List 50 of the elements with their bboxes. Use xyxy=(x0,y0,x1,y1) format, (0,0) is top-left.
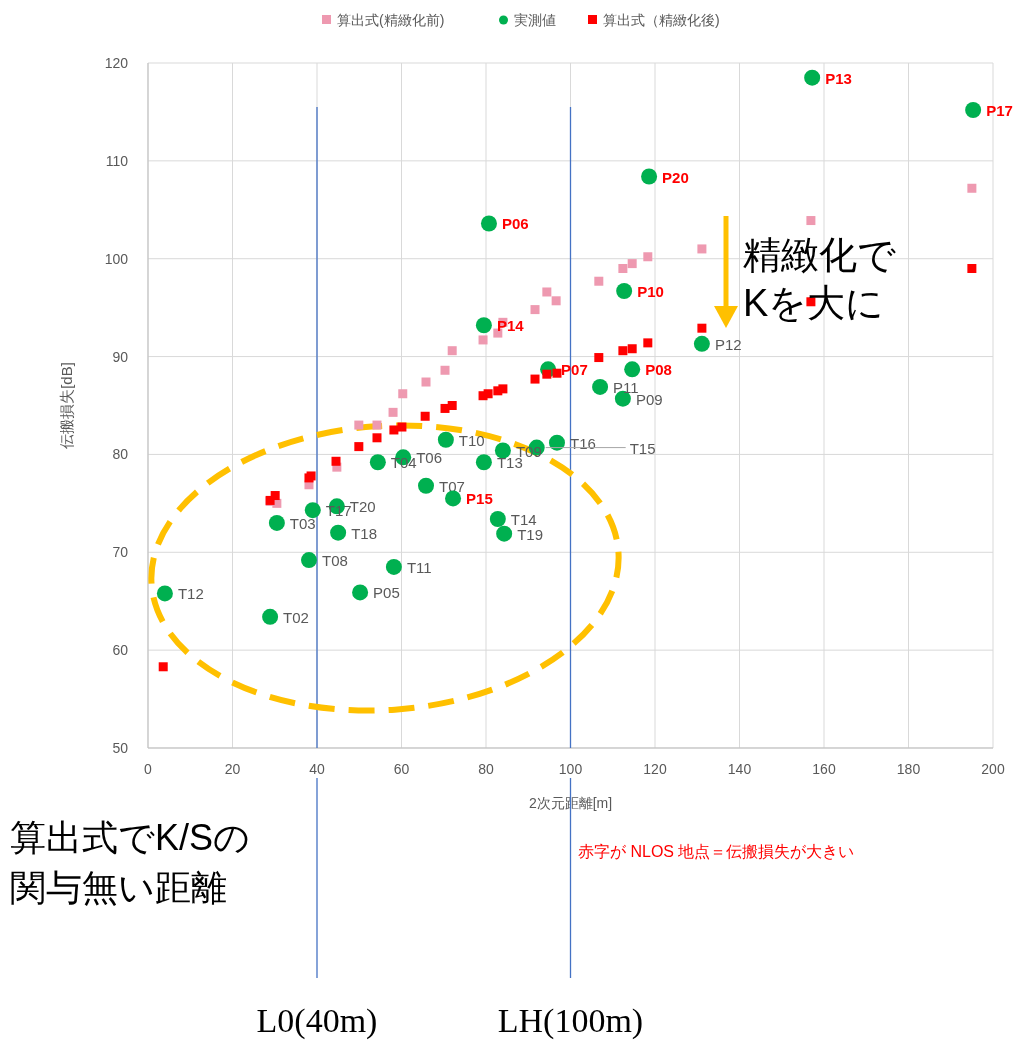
legend-label: 算出式（精緻化後) xyxy=(603,12,720,28)
x-tick-label: 120 xyxy=(643,761,667,777)
y-tick-label: 100 xyxy=(104,250,129,267)
data-label: T11 xyxy=(406,558,432,576)
data-label: T10 xyxy=(458,431,485,449)
data-label: P13 xyxy=(825,69,852,87)
y-axis-title: 伝搬損失[dB] xyxy=(58,362,75,449)
x-tick-label: 20 xyxy=(224,761,241,777)
data-label: P20 xyxy=(662,168,689,186)
data-label: P08 xyxy=(645,361,672,379)
ref-line-label: LH(100m) xyxy=(497,1002,644,1040)
text: 赤字が NLOS 地点＝伝搬損失が大きい xyxy=(578,843,855,860)
annotation: 精緻化でKを大に xyxy=(743,234,896,324)
data-label: P10 xyxy=(637,283,664,301)
x-tick-label: 180 xyxy=(896,761,921,777)
data-label: P17 xyxy=(986,101,1013,119)
data-label: T08 xyxy=(321,552,348,570)
data-label: P15 xyxy=(466,490,493,508)
x-tick-label: 0 xyxy=(144,761,153,777)
y-tick-label: 80 xyxy=(112,446,129,463)
legend-label: 実測値 xyxy=(513,12,556,28)
data-label: T18 xyxy=(351,524,377,542)
data-label: T06 xyxy=(416,449,443,467)
data-label: T03 xyxy=(289,514,316,532)
data-label: T02 xyxy=(283,608,309,626)
x-tick-label: 100 xyxy=(558,761,583,777)
data-label: P05 xyxy=(373,584,400,602)
x-tick-label: 60 xyxy=(393,761,410,777)
y-tick-label: 60 xyxy=(112,642,129,659)
x-tick-label: 140 xyxy=(727,761,752,777)
x-tick-label: 80 xyxy=(478,761,494,777)
legend-label: 算出式(精緻化前) xyxy=(337,12,445,28)
data-label: P12 xyxy=(714,335,742,353)
x-tick-label: 160 xyxy=(812,761,836,777)
data-label: P11 xyxy=(613,378,639,396)
data-label: P06 xyxy=(501,215,529,233)
data-label: T15 xyxy=(629,439,656,457)
y-tick-label: 120 xyxy=(104,55,129,71)
x-tick-label: 200 xyxy=(981,761,1005,777)
x-tick-label: 40 xyxy=(309,761,325,777)
y-tick-label: 50 xyxy=(112,740,129,756)
data-label: T20 xyxy=(349,498,376,516)
ref-line-label: L0(40m) xyxy=(256,1002,378,1040)
data-label: P14 xyxy=(496,317,525,335)
data-label: T12 xyxy=(177,585,204,603)
y-tick-label: 90 xyxy=(112,348,129,365)
data-label: T07 xyxy=(439,477,465,495)
text: 算出式でK/Sの関与無い距離 xyxy=(10,817,251,908)
y-tick-label: 110 xyxy=(105,152,129,169)
y-tick-label: 70 xyxy=(112,544,129,561)
